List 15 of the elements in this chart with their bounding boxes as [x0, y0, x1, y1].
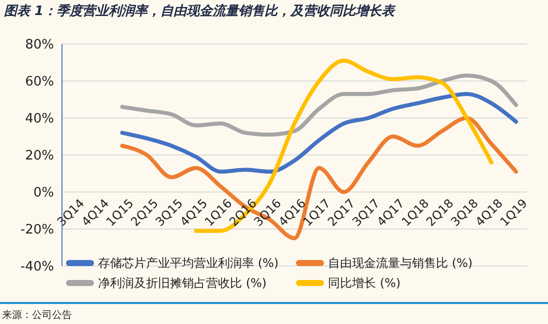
- y-tick-label: 80%: [25, 38, 54, 53]
- legend-label: 存储芯片产业平均营业利润率 (%): [98, 256, 279, 270]
- y-tick-label: 40%: [25, 112, 54, 127]
- y-tick-label: 60%: [25, 74, 54, 90]
- chart-title: 图表 1：季度营业利润率，自由现金流量销售比，及营收同比增长表: [4, 3, 397, 19]
- y-tick-label: -20%: [20, 222, 54, 238]
- y-tick-label: 20%: [25, 148, 54, 164]
- y-tick-label: -40%: [20, 260, 54, 275]
- source-note: 来源：公司公告: [2, 309, 72, 321]
- legend-label: 同比增长 (%): [328, 276, 401, 290]
- legend-label: 净利润及折旧摊销占营收比 (%): [98, 276, 267, 290]
- line-series: [120, 92, 518, 174]
- line-series: [120, 73, 518, 137]
- y-tick-label: 0%: [33, 186, 54, 201]
- legend-label: 自由现金流量与销售比 (%): [328, 256, 473, 270]
